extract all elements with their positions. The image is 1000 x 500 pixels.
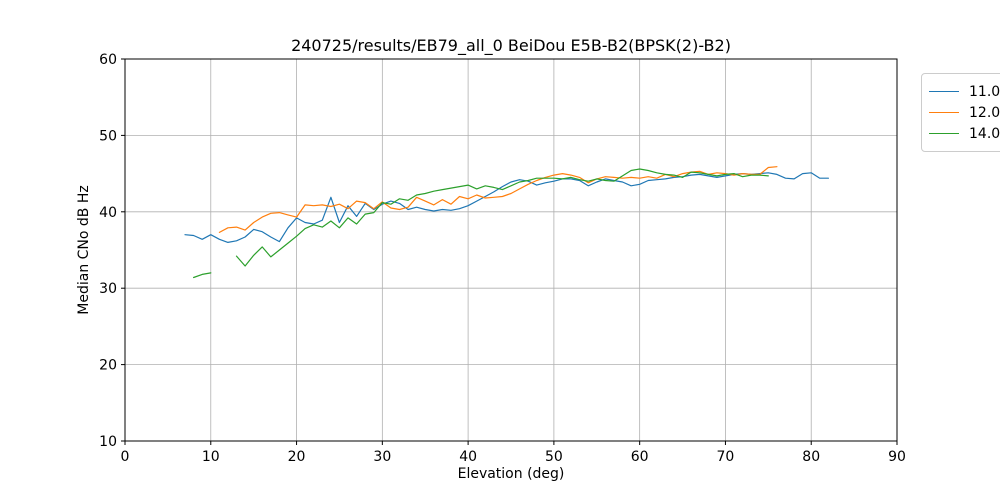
legend-line-sample xyxy=(929,112,959,113)
y-tick-label: 30 xyxy=(99,281,117,297)
x-tick-label: 20 xyxy=(288,449,306,465)
y-tick-label: 40 xyxy=(99,205,117,221)
legend-label: 12.0 xyxy=(969,104,1000,121)
series-line-14.0 xyxy=(193,272,212,279)
x-tick-label: 40 xyxy=(459,449,477,465)
x-tick-label: 60 xyxy=(631,449,649,465)
x-axis-label: Elevation (deg) xyxy=(457,466,565,482)
chart-title: 240725/results/EB79_all_0 BeiDou E5B-B2(… xyxy=(291,36,731,55)
legend-line-sample xyxy=(929,133,959,134)
plot-border xyxy=(124,58,898,442)
series-line-12.0 xyxy=(218,166,778,233)
legend-label: 14.0 xyxy=(969,125,1000,142)
legend-line-sample xyxy=(929,91,959,92)
x-tick-label: 90 xyxy=(888,449,906,465)
x-tick-label: 50 xyxy=(545,449,563,465)
x-tick-label: 0 xyxy=(121,449,130,465)
legend-item: 14.0 xyxy=(929,123,1000,144)
x-tick-label: 30 xyxy=(373,449,391,465)
y-tick-label: 10 xyxy=(99,434,117,450)
x-tick-label: 10 xyxy=(202,449,220,465)
series-line-11.0 xyxy=(184,172,830,243)
series-line-14.0 xyxy=(235,168,769,267)
legend: 11.0 12.0 14.0 xyxy=(921,73,1000,152)
x-tick-label: 80 xyxy=(802,449,820,465)
legend-item: 11.0 xyxy=(929,81,1000,102)
y-tick-label: 60 xyxy=(99,52,117,68)
legend-label: 11.0 xyxy=(969,83,1000,100)
y-tick-label: 50 xyxy=(99,128,117,144)
y-tick-label: 20 xyxy=(99,358,117,374)
x-tick-label: 70 xyxy=(717,449,735,465)
legend-item: 12.0 xyxy=(929,102,1000,123)
